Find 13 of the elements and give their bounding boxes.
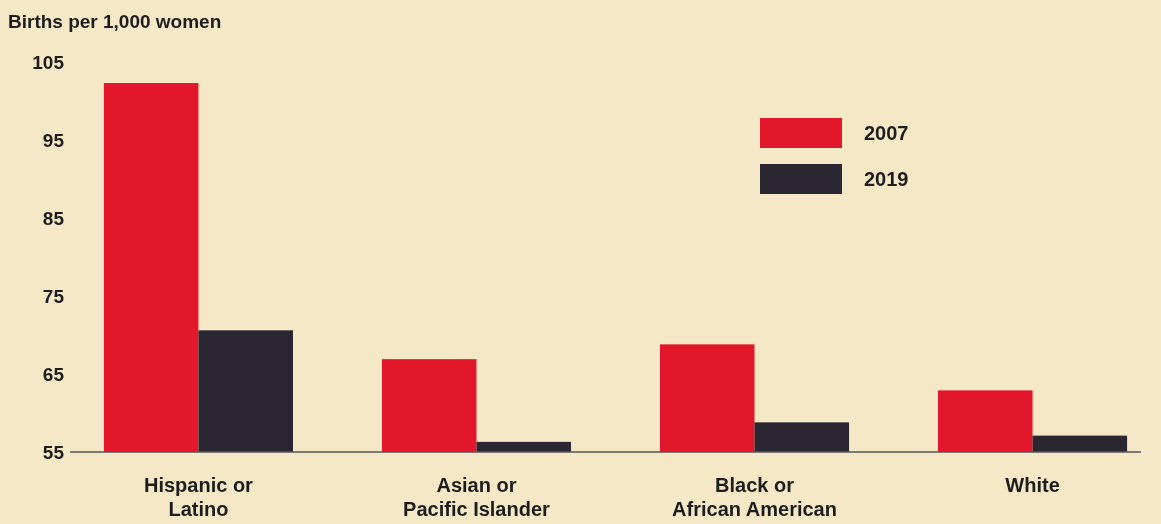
y-tick-label: 55: [42, 441, 65, 463]
x-tick-label: Black or African American: [672, 474, 837, 520]
x-tick-label: Hispanic or Latino: [143, 474, 254, 520]
legend-label: 2007: [864, 122, 909, 144]
y-tick-label: 75: [42, 285, 65, 307]
y-tick-label: 105: [32, 51, 65, 73]
y-tick-label: 95: [42, 129, 65, 151]
y-tick-label: 65: [42, 363, 65, 385]
y-axis-title: Births per 1,000 women: [8, 11, 222, 32]
x-tick-label: Asian or Pacific Islander: [403, 474, 551, 520]
y-tick-label: 85: [42, 207, 65, 229]
legend-label: 2019: [864, 168, 909, 190]
x-tick-label: White: [1005, 474, 1060, 496]
